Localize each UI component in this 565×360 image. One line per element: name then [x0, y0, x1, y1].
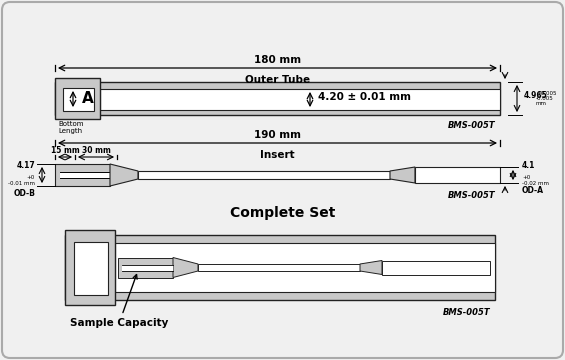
Text: A: A: [82, 91, 94, 106]
Polygon shape: [173, 257, 198, 278]
Text: Sample Capacity: Sample Capacity: [70, 275, 168, 328]
Bar: [65, 235, 495, 300]
Text: Insert: Insert: [260, 150, 295, 160]
Bar: [198, 264, 360, 271]
Text: +0
-0.02 mm: +0 -0.02 mm: [522, 175, 549, 186]
Text: 4.17: 4.17: [16, 161, 35, 170]
Text: 180 mm: 180 mm: [254, 55, 301, 65]
Text: OD-B: OD-B: [13, 189, 35, 198]
Text: BMS-005T: BMS-005T: [447, 121, 495, 130]
Text: 190 mm: 190 mm: [254, 130, 301, 140]
Text: Bottom
Length: Bottom Length: [58, 121, 84, 134]
Text: -0.005: -0.005: [536, 96, 554, 101]
Bar: [415, 167, 500, 183]
Bar: [122, 265, 173, 270]
Bar: [382, 261, 490, 274]
Text: Complete Set: Complete Set: [231, 206, 336, 220]
Text: mm: mm: [536, 101, 547, 106]
Bar: [60, 172, 110, 178]
Polygon shape: [390, 167, 415, 183]
Bar: [138, 171, 390, 179]
Text: 4.20 ± 0.01 mm: 4.20 ± 0.01 mm: [318, 91, 411, 102]
Text: Outer Tube: Outer Tube: [245, 75, 310, 85]
Text: BMS-005T: BMS-005T: [447, 191, 495, 200]
Text: 30 mm: 30 mm: [81, 146, 110, 155]
Bar: [63, 88, 94, 111]
Text: 15 mm: 15 mm: [51, 146, 79, 155]
Text: BMS-005T: BMS-005T: [442, 308, 490, 317]
Text: 4.1: 4.1: [522, 161, 536, 170]
Bar: [65, 230, 115, 305]
Text: OD-A: OD-A: [522, 186, 544, 195]
Polygon shape: [110, 164, 138, 186]
Text: +0.005: +0.005: [536, 91, 557, 96]
Bar: [55, 164, 110, 186]
Bar: [74, 242, 108, 295]
Text: 4.965: 4.965: [524, 91, 547, 100]
Polygon shape: [360, 261, 382, 274]
Text: +0
-0.01 mm: +0 -0.01 mm: [8, 175, 35, 186]
Bar: [55, 78, 100, 119]
Bar: [55, 82, 500, 115]
Bar: [118, 257, 173, 278]
Bar: [115, 243, 495, 292]
Bar: [100, 89, 500, 110]
